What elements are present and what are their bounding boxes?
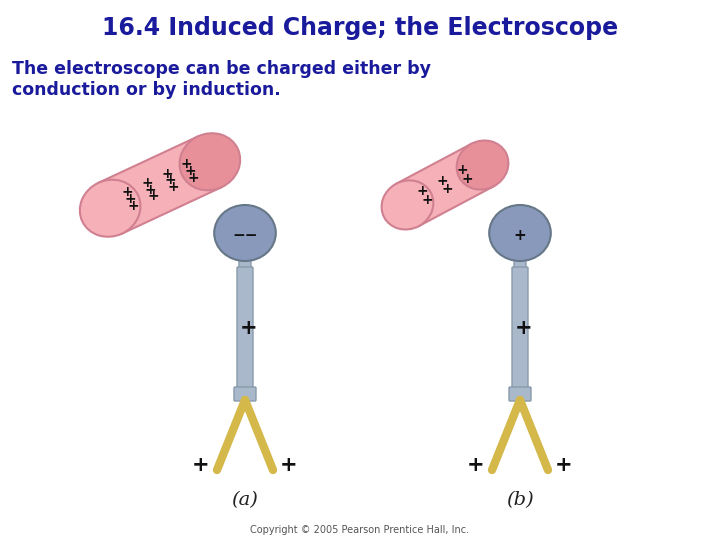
Text: (b): (b) xyxy=(506,491,534,509)
Ellipse shape xyxy=(215,205,276,261)
Text: +: + xyxy=(184,164,196,178)
Text: +: + xyxy=(421,193,433,207)
Text: +: + xyxy=(144,183,156,197)
Text: +: + xyxy=(141,176,153,190)
Text: +: + xyxy=(192,455,210,475)
Text: +: + xyxy=(148,190,159,204)
Text: +: + xyxy=(467,455,485,475)
FancyBboxPatch shape xyxy=(234,387,256,401)
FancyBboxPatch shape xyxy=(512,267,528,389)
Text: 16.4 Induced Charge; the Electroscope: 16.4 Induced Charge; the Electroscope xyxy=(102,16,618,40)
Text: +: + xyxy=(437,174,449,188)
Text: +: + xyxy=(181,157,192,171)
Text: +: + xyxy=(164,173,176,187)
Text: +: + xyxy=(167,180,179,194)
Text: +: + xyxy=(125,192,136,206)
Text: Copyright © 2005 Pearson Prentice Hall, Inc.: Copyright © 2005 Pearson Prentice Hall, … xyxy=(251,525,469,535)
Text: +: + xyxy=(555,455,573,475)
FancyBboxPatch shape xyxy=(237,267,253,389)
Text: +: + xyxy=(441,182,453,196)
Polygon shape xyxy=(396,144,494,226)
Ellipse shape xyxy=(382,180,433,230)
Text: +: + xyxy=(121,185,132,199)
Text: (a): (a) xyxy=(232,491,258,509)
Text: −−: −− xyxy=(233,227,258,242)
Text: +: + xyxy=(280,455,298,475)
FancyBboxPatch shape xyxy=(509,387,531,401)
Text: +: + xyxy=(161,166,173,180)
Text: +: + xyxy=(127,199,139,213)
Ellipse shape xyxy=(456,140,508,190)
Text: +: + xyxy=(457,163,469,177)
Text: The electroscope can be charged either by
conduction or by induction.: The electroscope can be charged either b… xyxy=(12,60,431,99)
Text: +: + xyxy=(462,172,473,186)
Text: +: + xyxy=(516,318,533,338)
Text: +: + xyxy=(240,318,258,338)
Ellipse shape xyxy=(489,205,551,261)
Polygon shape xyxy=(99,137,222,234)
Text: +: + xyxy=(417,184,428,198)
Text: +: + xyxy=(187,171,199,185)
Text: +: + xyxy=(513,227,526,242)
FancyBboxPatch shape xyxy=(239,255,251,269)
Ellipse shape xyxy=(179,133,240,190)
Ellipse shape xyxy=(80,180,140,237)
FancyBboxPatch shape xyxy=(514,255,526,269)
